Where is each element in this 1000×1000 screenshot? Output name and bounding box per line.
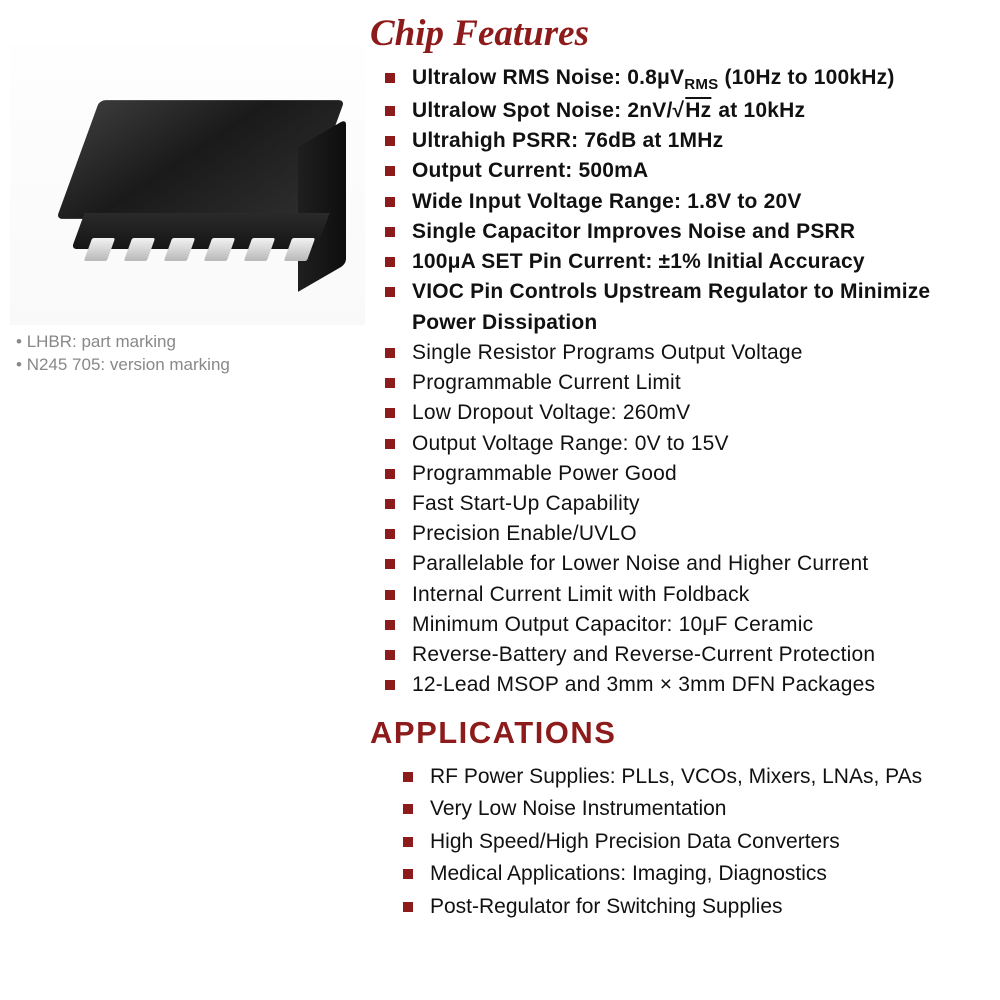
feature-item: Reverse-Battery and Reverse-Current Prot…: [412, 640, 992, 670]
feature-item: VIOC Pin Controls Upstream Regulator to …: [412, 277, 992, 337]
chip-pin: [163, 238, 194, 261]
application-item: Very Low Noise Instrumentation: [430, 793, 992, 826]
marking-notes: LHBR: part markingN245 705: version mark…: [10, 331, 370, 377]
feature-item: 100μA SET Pin Current: ±1% Initial Accur…: [412, 247, 992, 277]
chip-pin: [243, 238, 274, 261]
feature-item: Ultrahigh PSRR: 76dB at 1MHz: [412, 126, 992, 156]
feature-item: Internal Current Limit with Foldback: [412, 580, 992, 610]
application-item: Post-Regulator for Switching Supplies: [430, 891, 992, 924]
feature-item: Programmable Power Good: [412, 459, 992, 489]
chip-3d-render: [58, 88, 318, 283]
application-item: High Speed/High Precision Data Converter…: [430, 826, 992, 859]
left-column: LHBR: part markingN245 705: version mark…: [0, 0, 370, 1000]
feature-item: Minimum Output Capacitor: 10μF Ceramic: [412, 610, 992, 640]
feature-item: 12-Lead MSOP and 3mm × 3mm DFN Packages: [412, 670, 992, 700]
feature-item: Output Current: 500mA: [412, 156, 992, 186]
applications-heading: APPLICATIONS: [370, 715, 992, 751]
chip-pin: [123, 238, 154, 261]
feature-item: Programmable Current Limit: [412, 368, 992, 398]
feature-item: Fast Start-Up Capability: [412, 489, 992, 519]
feature-item: Ultralow Spot Noise: 2nV/√Hz at 10kHz: [412, 96, 992, 126]
feature-item: Single Resistor Programs Output Voltage: [412, 338, 992, 368]
right-column: Chip Features Ultralow RMS Noise: 0.8μVR…: [370, 0, 1000, 1000]
marking-note: LHBR: part marking: [16, 331, 370, 354]
feature-item: Ultralow RMS Noise: 0.8μVRMS (10Hz to 10…: [412, 63, 992, 96]
feature-item: Precision Enable/UVLO: [412, 519, 992, 549]
feature-item: Single Capacitor Improves Noise and PSRR: [412, 217, 992, 247]
page-layout: LHBR: part markingN245 705: version mark…: [0, 0, 1000, 1000]
feature-item: Low Dropout Voltage: 260mV: [412, 398, 992, 428]
features-list: Ultralow RMS Noise: 0.8μVRMS (10Hz to 10…: [370, 63, 992, 701]
feature-item: Wide Input Voltage Range: 1.8V to 20V: [412, 187, 992, 217]
applications-list: RF Power Supplies: PLLs, VCOs, Mixers, L…: [370, 761, 992, 924]
feature-item: Parallelable for Lower Noise and Higher …: [412, 549, 992, 579]
chip-pins: [83, 238, 314, 261]
chip-pin: [203, 238, 234, 261]
features-heading: Chip Features: [370, 12, 992, 55]
feature-item: Output Voltage Range: 0V to 15V: [412, 429, 992, 459]
application-item: RF Power Supplies: PLLs, VCOs, Mixers, L…: [430, 761, 992, 794]
chip-right-face: [298, 119, 346, 292]
application-item: Medical Applications: Imaging, Diagnosti…: [430, 858, 992, 891]
chip-image: [10, 45, 365, 325]
marking-note: N245 705: version marking: [16, 354, 370, 377]
